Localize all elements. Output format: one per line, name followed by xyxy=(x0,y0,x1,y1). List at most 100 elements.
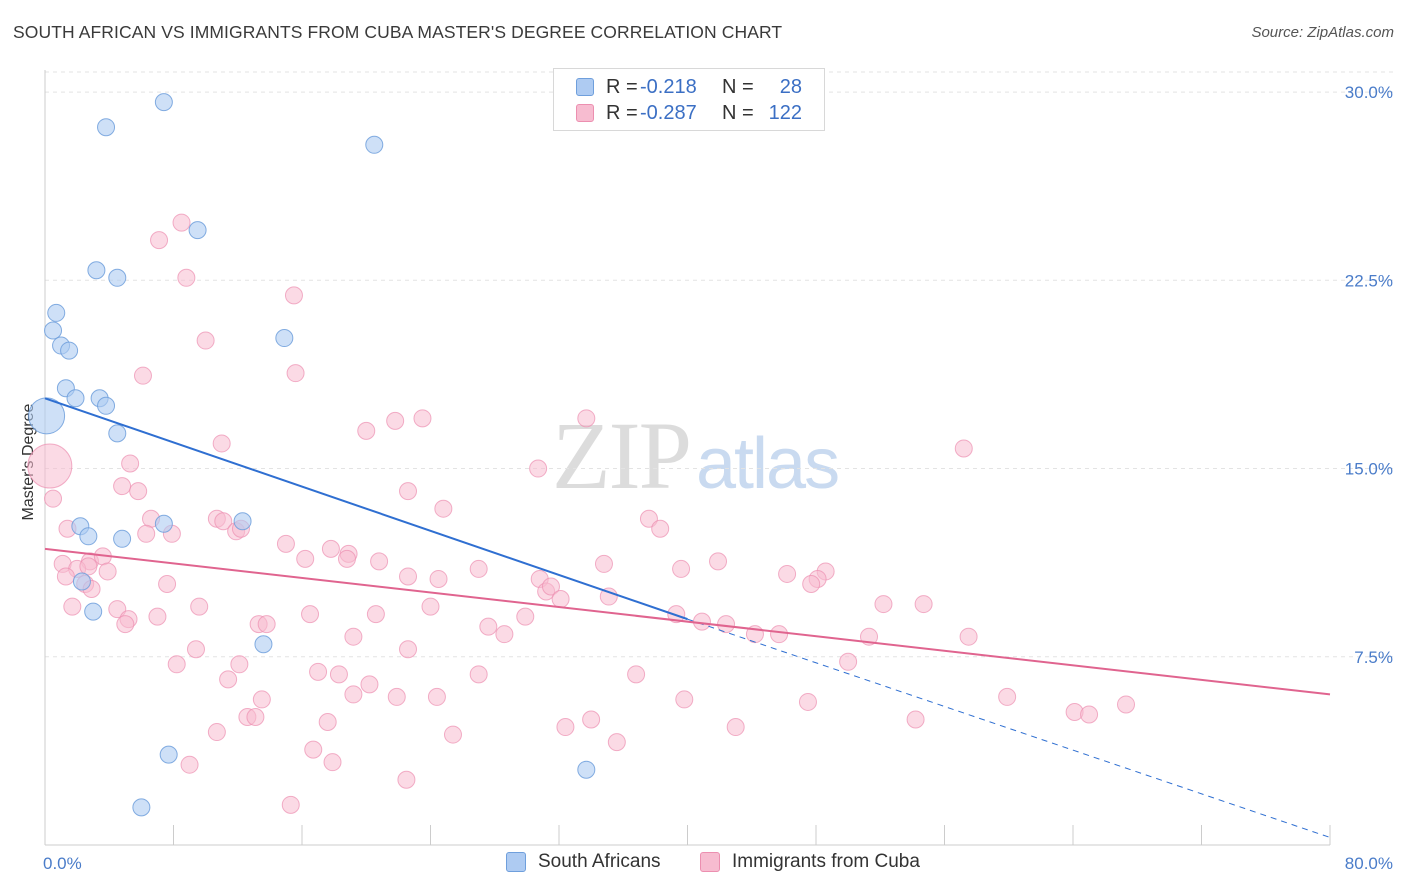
data-point-cuba xyxy=(479,617,498,636)
data-point-cuba xyxy=(63,597,82,616)
bottom-legend-south-africans[interactable]: South Africans xyxy=(506,851,661,873)
data-point-cuba xyxy=(190,597,209,616)
data-point-south-africans xyxy=(113,529,132,548)
data-point-cuba xyxy=(541,577,560,596)
data-point-cuba xyxy=(318,713,337,732)
data-point-cuba xyxy=(399,640,418,659)
data-point-cuba xyxy=(556,718,575,737)
bottom-legend-label-cuba: Immigrants from Cuba xyxy=(732,851,920,872)
data-point-south-africans xyxy=(577,760,596,779)
data-point-cuba xyxy=(906,710,925,729)
data-point-cuba xyxy=(954,439,973,458)
data-point-cuba xyxy=(360,675,379,694)
data-point-cuba xyxy=(214,512,233,531)
data-point-south-africans xyxy=(159,745,178,764)
watermark-zip: ZIP xyxy=(552,402,692,509)
data-point-south-africans xyxy=(60,341,79,360)
data-point-cuba xyxy=(276,534,295,553)
data-point-south-africans xyxy=(132,798,151,817)
data-point-cuba xyxy=(399,567,418,586)
data-point-cuba xyxy=(196,331,215,350)
data-point-south-africans xyxy=(108,424,127,443)
data-point-cuba xyxy=(516,607,535,626)
legend-n-value: 28 xyxy=(779,75,802,98)
data-point-south-africans xyxy=(97,118,116,137)
y-tick-label: 22.5% xyxy=(1345,271,1393,290)
data-point-cuba xyxy=(577,409,596,428)
data-point-cuba xyxy=(421,597,440,616)
legend-row-cuba: R = -0.287 N = 122 xyxy=(576,101,802,125)
data-point-south-africans xyxy=(72,572,91,591)
data-point-cuba xyxy=(246,708,265,727)
data-point-south-africans xyxy=(188,221,207,240)
data-point-cuba xyxy=(413,409,432,428)
data-point-cuba xyxy=(252,690,271,709)
bottom-legend-cuba[interactable]: Immigrants from Cuba xyxy=(700,851,920,873)
data-point-cuba xyxy=(627,665,646,684)
data-point-cuba xyxy=(594,554,613,573)
data-point-cuba xyxy=(469,665,488,684)
data-point-cuba xyxy=(167,655,186,674)
data-point-cuba xyxy=(434,499,453,518)
data-point-cuba xyxy=(56,567,75,586)
data-point-south-africans xyxy=(108,268,127,287)
legend-r-label: R = xyxy=(606,101,638,124)
data-point-cuba xyxy=(304,740,323,759)
data-point-cuba xyxy=(959,627,978,646)
data-point-south-africans xyxy=(254,635,273,654)
data-point-south-africans xyxy=(44,321,63,340)
data-point-south-africans xyxy=(365,135,384,154)
data-point-cuba xyxy=(286,364,305,383)
x-tick-label: 0.0% xyxy=(43,854,82,873)
data-point-cuba xyxy=(387,687,406,706)
data-point-cuba xyxy=(329,665,348,684)
data-point-cuba xyxy=(44,489,63,508)
data-point-cuba xyxy=(599,587,618,606)
chart-source: Source: ZipAtlas.com xyxy=(1251,24,1394,41)
data-point-cuba xyxy=(551,590,570,609)
chart-title: SOUTH AFRICAN VS IMMIGRANTS FROM CUBA MA… xyxy=(13,22,783,42)
y-tick-label: 15.0% xyxy=(1345,460,1393,479)
data-point-cuba xyxy=(427,687,446,706)
legend-swatch-cuba xyxy=(576,104,594,122)
legend-n-label: N = xyxy=(722,75,754,98)
data-point-cuba xyxy=(397,770,416,789)
data-point-cuba xyxy=(257,615,276,634)
data-point-cuba xyxy=(802,574,821,593)
x-tick-label: 80.0% xyxy=(1345,854,1393,873)
data-point-cuba xyxy=(207,723,226,742)
data-point-cuba xyxy=(116,615,135,634)
data-point-cuba xyxy=(344,685,363,704)
data-point-cuba xyxy=(607,733,626,752)
watermark: ZIPatlas xyxy=(552,400,840,511)
data-point-cuba xyxy=(344,627,363,646)
data-point-cuba xyxy=(709,552,728,571)
data-point-cuba xyxy=(148,607,167,626)
data-point-south-africans xyxy=(66,389,85,408)
data-point-cuba xyxy=(137,524,156,543)
data-point-cuba xyxy=(399,482,418,501)
data-point-cuba xyxy=(1117,695,1136,714)
data-point-cuba xyxy=(321,539,340,558)
trend-line-south-africans-extended xyxy=(687,618,1331,838)
data-point-cuba xyxy=(27,443,73,489)
data-point-cuba xyxy=(770,625,789,644)
data-point-cuba xyxy=(429,569,448,588)
data-point-cuba xyxy=(386,411,405,430)
bottom-legend-swatch-cuba xyxy=(700,852,720,872)
data-point-cuba xyxy=(180,755,199,774)
trend-line-south-africans xyxy=(44,397,688,621)
data-point-south-africans xyxy=(84,602,103,621)
legend-r-label: R = xyxy=(606,75,638,98)
data-point-cuba xyxy=(301,605,320,624)
data-point-cuba xyxy=(296,549,315,568)
bottom-legend-label-south-africans: South Africans xyxy=(538,851,661,872)
data-point-cuba xyxy=(914,595,933,614)
data-point-cuba xyxy=(177,268,196,287)
data-point-cuba xyxy=(121,454,140,473)
data-point-south-africans xyxy=(233,512,252,531)
data-point-cuba xyxy=(370,552,389,571)
watermark-atlas: atlas xyxy=(696,424,840,504)
data-point-south-africans xyxy=(154,93,173,112)
